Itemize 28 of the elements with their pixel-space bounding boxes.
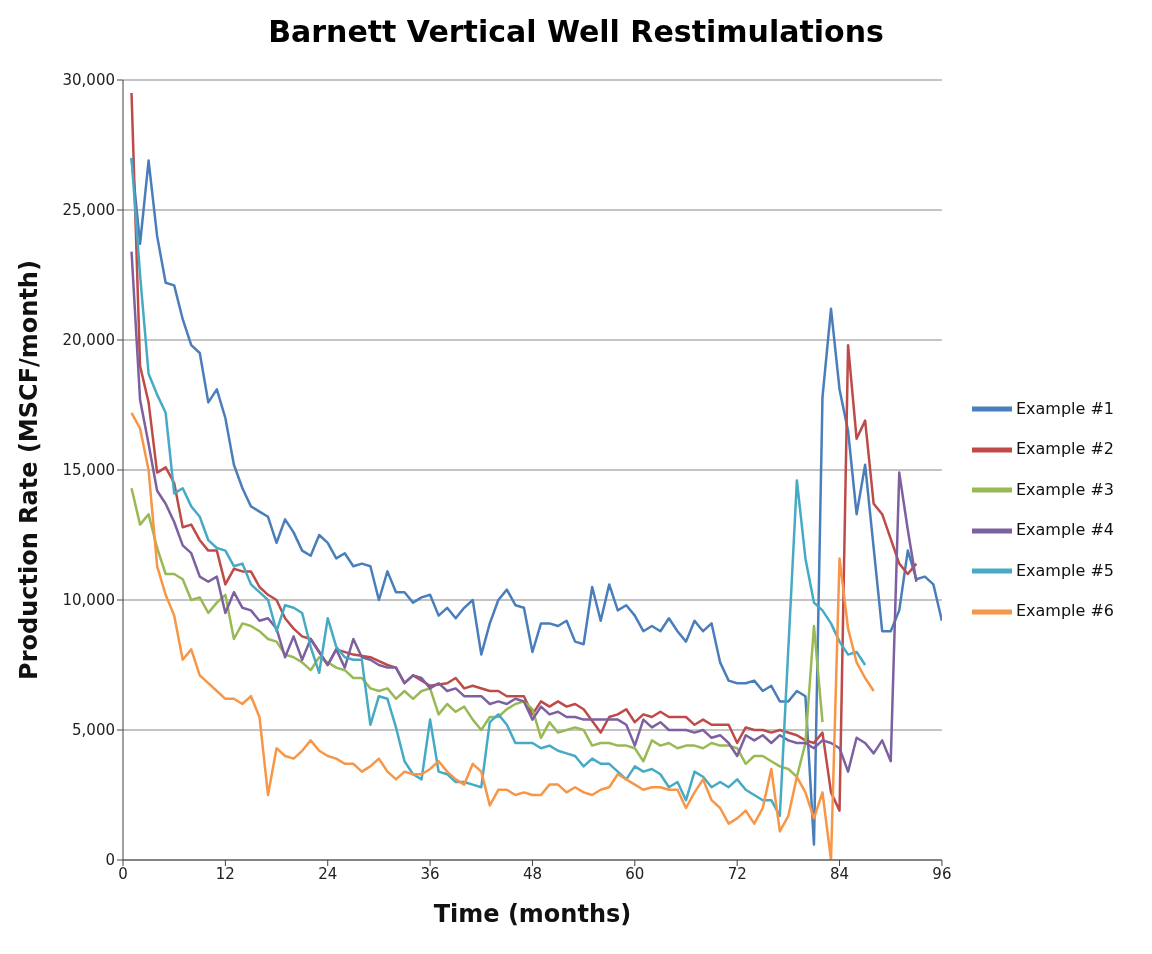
legend-label: Example #3 xyxy=(1015,479,1114,499)
legend-label: Example #5 xyxy=(1015,560,1114,580)
legend-label: Example #4 xyxy=(1015,520,1114,539)
x-tick-label: 24 xyxy=(318,864,338,883)
chart-title: Barnett Vertical Well Restimulations xyxy=(267,13,885,51)
legend-label: Example #1 xyxy=(1015,398,1114,418)
x-tick-label: 96 xyxy=(932,864,952,883)
x-tick-label: 0 xyxy=(118,864,128,883)
line-series xyxy=(130,486,824,779)
legend-label: Example #6 xyxy=(1015,601,1114,620)
line-series xyxy=(130,250,918,773)
y-tick-label: 15,000 xyxy=(62,461,115,480)
y-tick-label: 5,000 xyxy=(72,721,115,740)
x-tick-label: 12 xyxy=(215,864,235,883)
y-tick-label: 30,000 xyxy=(62,71,115,90)
y-axis-title: Production Rate (MSCF/month) xyxy=(14,260,43,680)
y-tick-label: 20,000 xyxy=(62,331,115,350)
x-axis-title: Time (months) xyxy=(433,900,632,928)
y-tick-label: 25,000 xyxy=(62,201,115,220)
line-series xyxy=(130,411,875,860)
x-tick-label: 48 xyxy=(522,864,542,883)
x-tick-label: 72 xyxy=(727,864,747,883)
legend-label: Example #2 xyxy=(1015,439,1114,458)
x-tick-label: 36 xyxy=(420,864,440,883)
y-tick-label: 10,000 xyxy=(62,591,115,610)
x-tick-label: 84 xyxy=(830,864,850,883)
y-tick-label: 0 xyxy=(105,851,115,870)
x-tick-label: 60 xyxy=(625,864,645,883)
